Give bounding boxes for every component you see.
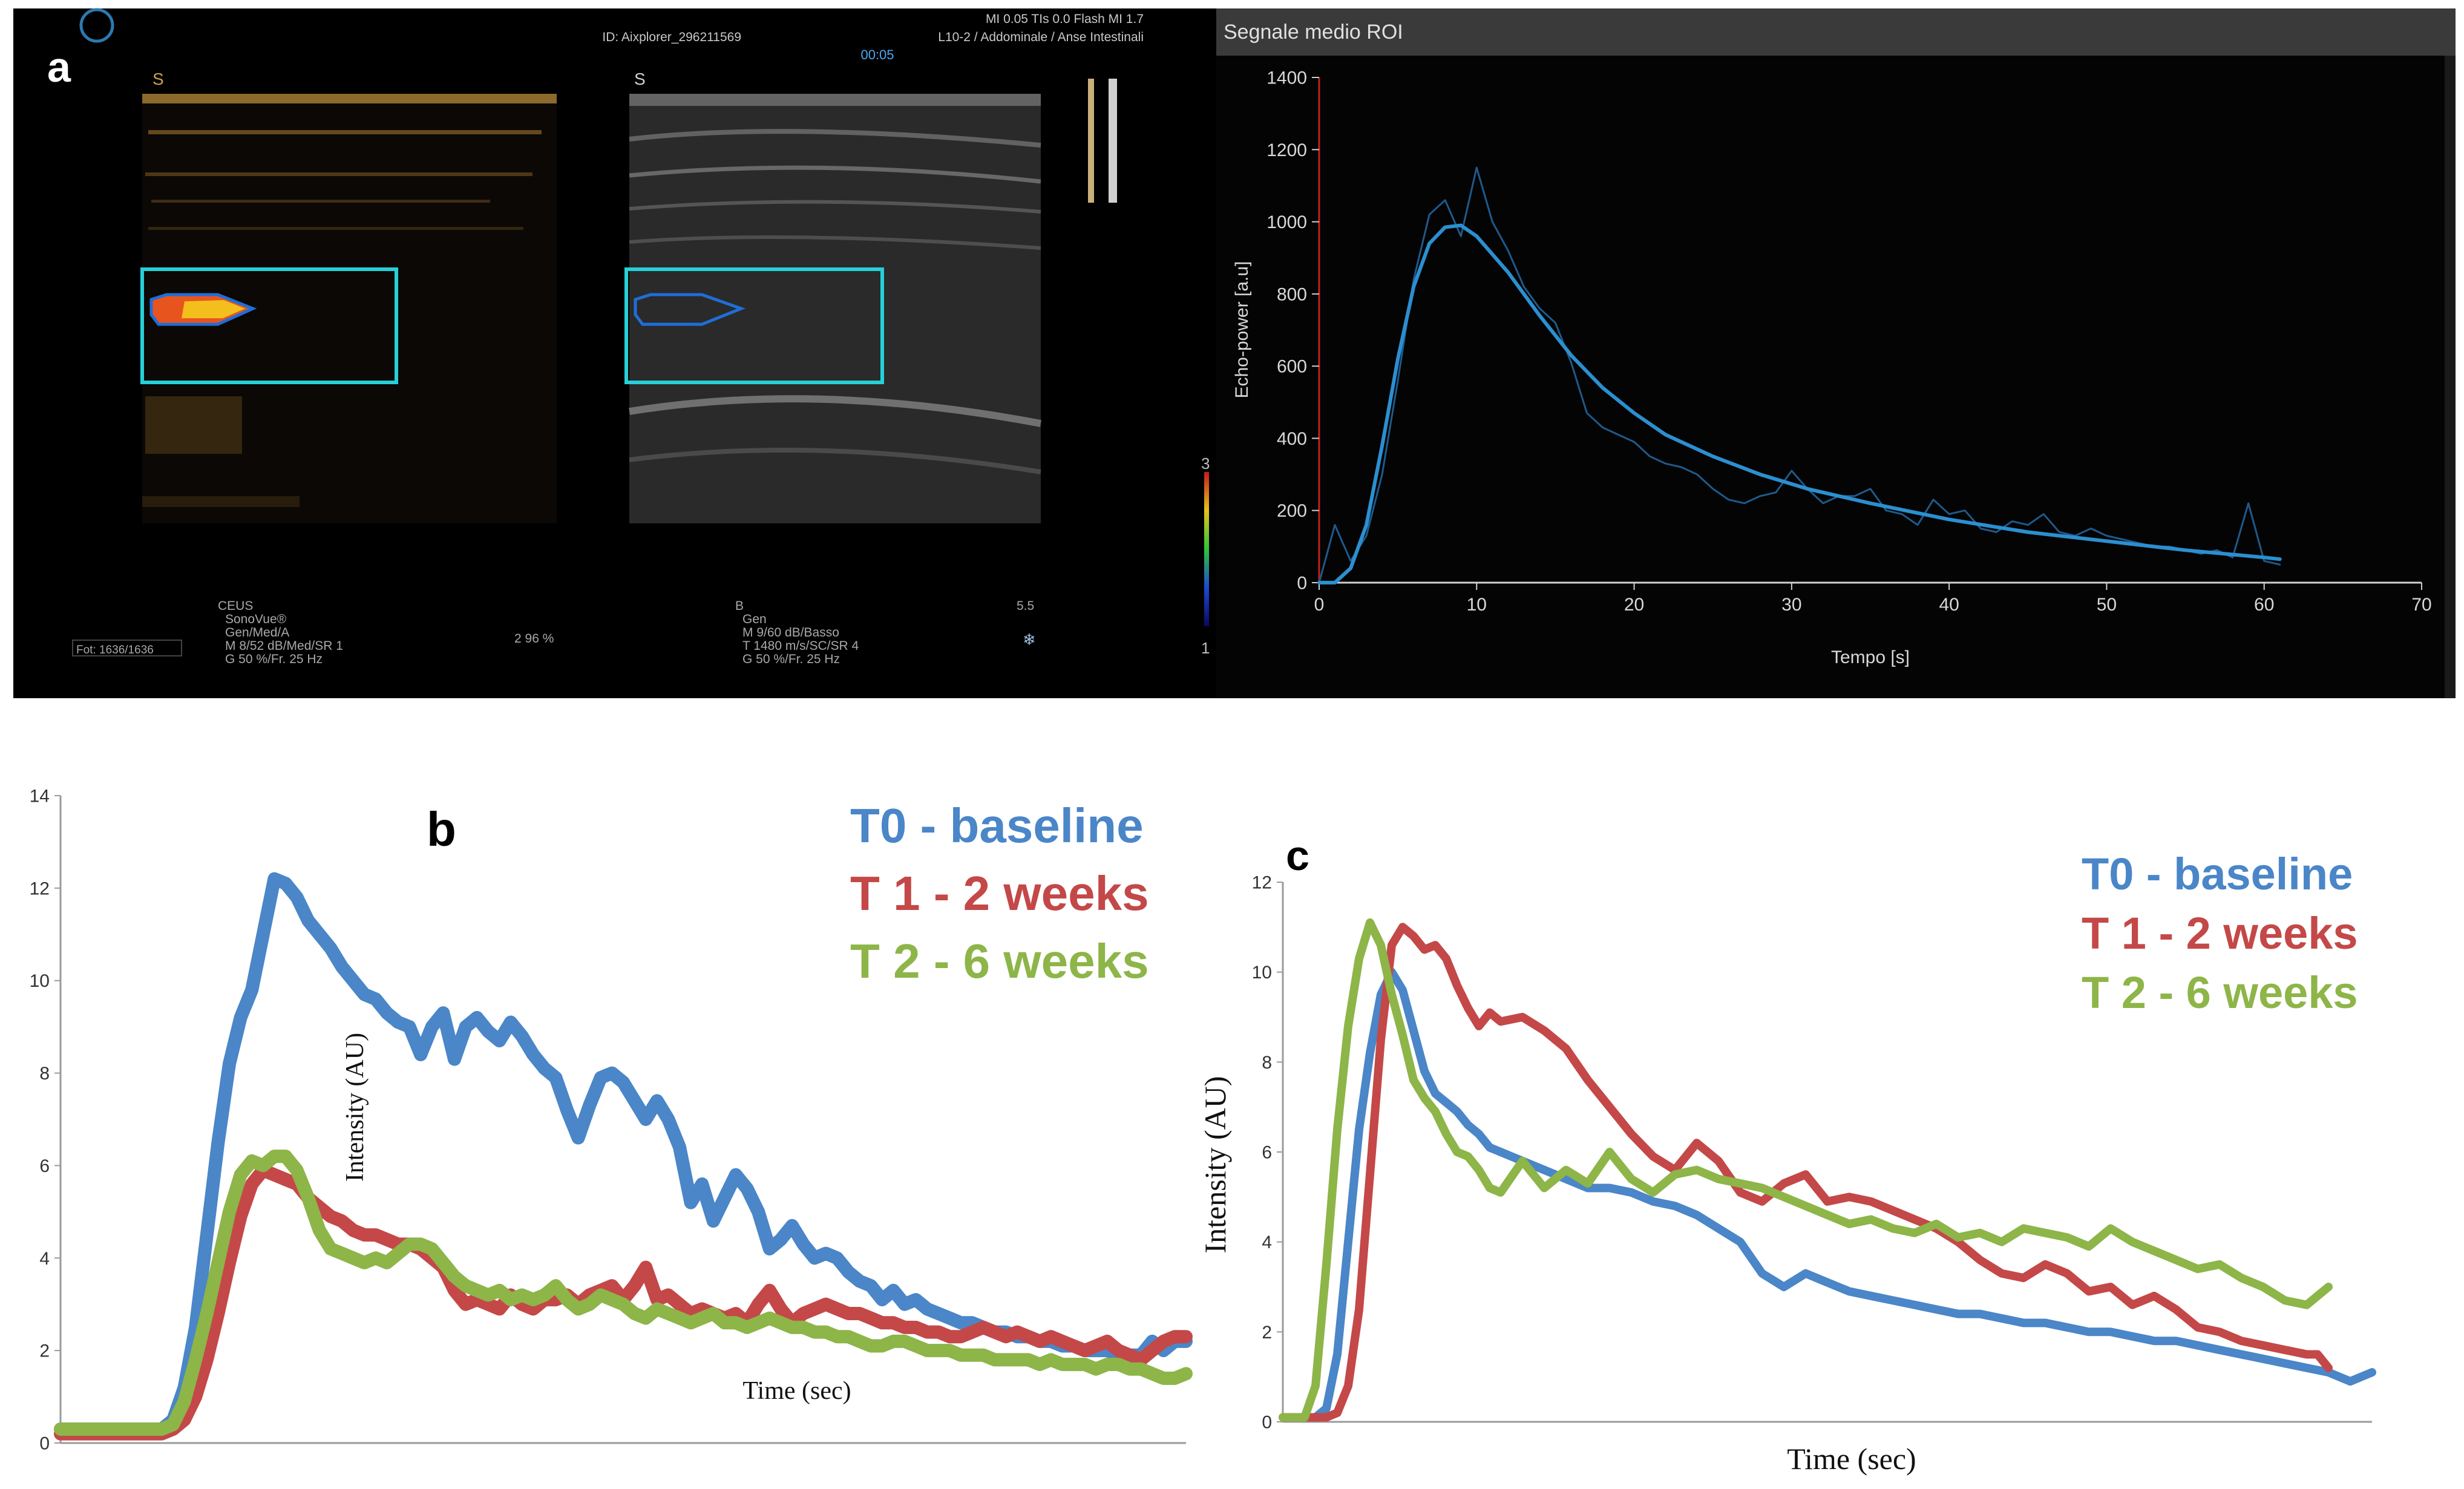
series-line-t-1-2-weeks [1279, 923, 2333, 1422]
y-tick-label: 10 [30, 971, 50, 991]
chart-c: 0 2 4 6 8 10 12 Time (sec) Intensity (AU) T0 - ba… [1198, 832, 2376, 1476]
y-axis-label: Echo-power [a.u] [1232, 261, 1252, 399]
x-tick-label: 60 [2254, 595, 2274, 615]
bmode-image: S [624, 70, 1042, 523]
y-axis-label: Intensity (AU) [1198, 1076, 1232, 1254]
colorbar-bottom-label: 1 [1201, 639, 1210, 657]
x-tick-label: 50 [2097, 595, 2117, 615]
svg-text:M 8/52 dB/Med/SR 1: M 8/52 dB/Med/SR 1 [225, 639, 343, 653]
svg-text:Gen: Gen [742, 612, 767, 626]
y-tick-label: 1200 [1266, 140, 1307, 160]
bmode-roi-box [624, 267, 884, 384]
x-tick-label: 70 [2411, 595, 2431, 615]
bmode-info: B Gen M 9/60 dB/Basso T 1480 m/s/SC/SR 4… [735, 599, 859, 666]
y-tick-label: 2 [39, 1341, 50, 1361]
svg-text:M 9/60 dB/Basso: M 9/60 dB/Basso [742, 626, 839, 640]
patient-id: ID: Aixplorer_296211569 [602, 30, 741, 44]
y-tick-label: 8 [1262, 1053, 1272, 1073]
x-axis-label: Tempo [s] [1831, 647, 1910, 667]
snowflake-icon: ❄ [1023, 630, 1036, 649]
svg-text:S: S [634, 70, 646, 88]
chart-a: Segnale medio ROI 0200400600800100012001… [1216, 8, 2456, 698]
legend-entry: T 1 - 2 weeks [850, 866, 1149, 920]
chart-a-title: Segnale medio ROI [1224, 21, 1403, 44]
y-tick-label: 400 [1277, 429, 1307, 449]
y-axis-label: Intensity (AU) [341, 1033, 369, 1182]
x-tick-label: 10 [1467, 595, 1487, 615]
y-tick-label: 0 [1297, 574, 1307, 594]
svg-text:B: B [735, 599, 744, 613]
bmode-contour [634, 293, 746, 326]
logo-icon [79, 8, 114, 43]
svg-text:S: S [152, 70, 164, 88]
panel-label-a: a [47, 44, 71, 91]
ceus-info: CEUS SonoVue® Gen/Med/A M 8/52 dB/Med/SR… [218, 599, 343, 666]
ceus-gain-readout: 2 96 % [514, 632, 554, 646]
legend-entry: T 1 - 2 weeks [2082, 908, 2358, 958]
x-axis-label: Time (sec) [1787, 1442, 1916, 1476]
series-line-fit [1317, 223, 2282, 584]
chart-a-titlebar [1216, 8, 2456, 56]
gray-scale-bar-1 [1088, 79, 1094, 203]
y-tick-label: 8 [39, 1064, 50, 1084]
y-tick-label: 800 [1277, 284, 1307, 304]
x-tick-label: 20 [1624, 595, 1644, 615]
legend-entry: T 2 - 6 weeks [850, 934, 1149, 988]
series-line-raw [1318, 166, 2281, 584]
legend-entry: T 2 - 6 weeks [2082, 967, 2358, 1018]
svg-text:G 50 %/Fr. 25 Hz: G 50 %/Fr. 25 Hz [742, 652, 840, 666]
series-line-t-2-6-weeks [1279, 918, 2333, 1422]
series-line-t-2-6-weeks [54, 1150, 1193, 1436]
svg-text:T 1480 m/s/SC/SR 4: T 1480 m/s/SC/SR 4 [742, 639, 859, 653]
ceus-contour [149, 293, 257, 326]
y-tick-label: 600 [1277, 357, 1307, 377]
gray-scale-bar-2 [1109, 79, 1117, 203]
y-tick-label: 10 [1252, 963, 1272, 983]
probe-preset: L10-2 / Addominale / Anse Intestinali [938, 30, 1144, 44]
y-tick-label: 12 [30, 879, 50, 898]
panel-label-b: b [427, 802, 456, 856]
y-tick-label: 6 [1262, 1143, 1272, 1163]
frame-counter: Fot: 1636/1636 [76, 644, 154, 656]
clip-time: 00:05 [860, 47, 894, 62]
svg-text:Gen/Med/A: Gen/Med/A [225, 626, 289, 640]
y-tick-label: 4 [39, 1249, 50, 1269]
series-line-t0-baseline [1279, 967, 2376, 1422]
colorbar-top-label: 3 [1201, 454, 1210, 473]
svg-text:G 50 %/Fr. 25 Hz: G 50 %/Fr. 25 Hz [225, 652, 323, 666]
y-tick-label: 1000 [1266, 212, 1307, 232]
legend-entry: T0 - baseline [850, 799, 1144, 852]
x-tick-label: 40 [1939, 595, 1959, 615]
y-tick-label: 2 [1262, 1323, 1272, 1343]
svg-text:CEUS: CEUS [218, 599, 253, 613]
depth-readout: 5.5 [1017, 599, 1034, 613]
bmode-field [629, 94, 1041, 523]
y-tick-label: 6 [39, 1156, 50, 1176]
y-tick-label: 0 [1262, 1413, 1272, 1433]
mi-readout: MI 0.05 TIs 0.0 Flash MI 1.7 [986, 12, 1144, 26]
y-tick-label: 200 [1277, 501, 1307, 521]
chart-a-scrollbar[interactable] [2445, 56, 2456, 698]
ceus-image: S [140, 70, 557, 523]
x-tick-label: 0 [1314, 595, 1325, 615]
x-tick-label: 30 [1781, 595, 1801, 615]
y-tick-label: 14 [30, 787, 50, 807]
ceus-roi-box [140, 267, 398, 384]
svg-text:SonoVue®: SonoVue® [225, 612, 287, 626]
legend-entry: T0 - baseline [2082, 849, 2353, 899]
x-axis-label: Time (sec) [742, 1377, 851, 1405]
panel-a: S S 3 [13, 8, 1216, 698]
y-tick-label: 4 [1262, 1232, 1272, 1252]
y-tick-label: 1400 [1266, 68, 1307, 88]
chart-b: 0 2 4 6 8 10 12 14 Time (sec) Intensity (AU) T0 - … [30, 787, 1193, 1454]
panel-label-c: c [1286, 832, 1309, 879]
y-tick-label: 0 [39, 1434, 50, 1454]
y-tick-label: 12 [1252, 873, 1272, 893]
color-scale-bar [1204, 472, 1209, 626]
